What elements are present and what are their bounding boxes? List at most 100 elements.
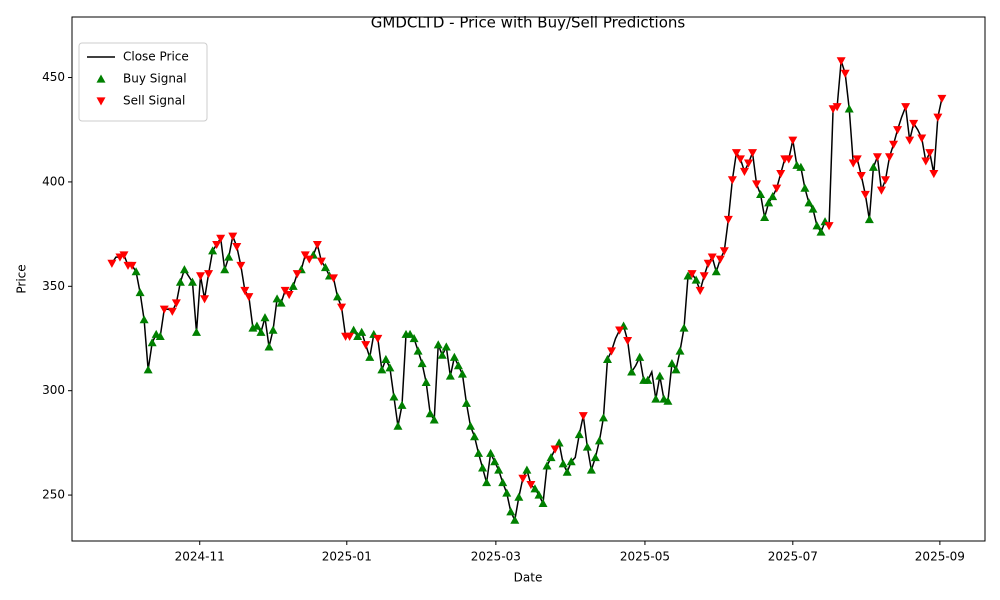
buy-marker <box>594 436 604 445</box>
buy-marker <box>675 346 685 355</box>
buy-marker <box>582 442 592 451</box>
buy-marker <box>667 359 677 368</box>
buy-marker <box>272 294 282 303</box>
legend-swatch <box>96 74 106 83</box>
sell-marker <box>925 149 935 158</box>
buy-marker <box>671 365 681 374</box>
sell-marker <box>832 103 842 112</box>
y-tick-label: 350 <box>42 279 65 293</box>
buy-marker <box>812 221 822 230</box>
sell-marker <box>735 155 745 164</box>
buy-marker <box>453 361 463 370</box>
sell-marker <box>788 136 798 145</box>
sell-marker <box>715 255 725 264</box>
x-tick-label: 2024-11 <box>175 550 225 564</box>
sell-marker <box>856 172 866 181</box>
buy-marker <box>804 198 814 207</box>
buy-marker <box>655 371 665 380</box>
buy-marker <box>381 354 391 363</box>
buy-marker <box>405 329 415 338</box>
buy-marker <box>522 465 532 474</box>
buy-marker <box>494 465 504 474</box>
buy-marker <box>530 484 540 493</box>
sell-marker <box>876 186 886 195</box>
buy-marker <box>566 457 576 466</box>
buy-marker <box>264 342 274 351</box>
sell-marker <box>345 332 355 341</box>
buy-marker <box>224 252 234 261</box>
buy-marker <box>389 392 399 401</box>
buy-marker <box>868 162 878 171</box>
buy-marker <box>252 321 262 330</box>
buy-marker <box>393 421 403 430</box>
buy-marker <box>268 325 278 334</box>
sell-marker <box>578 412 588 421</box>
sell-marker <box>937 94 947 103</box>
sell-marker <box>196 272 206 281</box>
buy-marker <box>248 323 258 332</box>
sell-marker <box>127 261 137 270</box>
buy-marker <box>429 415 439 424</box>
sell-marker <box>784 155 794 164</box>
sell-marker <box>518 474 528 483</box>
price-line <box>111 60 943 523</box>
buy-marker <box>554 438 564 447</box>
sell-marker <box>905 136 915 145</box>
buy-marker <box>816 227 826 236</box>
sell-marker <box>889 140 899 149</box>
buy-marker <box>808 204 818 213</box>
buy-marker <box>651 394 661 403</box>
buy-marker <box>510 515 520 524</box>
sell-marker <box>909 119 919 128</box>
sell-marker <box>284 291 294 300</box>
sell-marker <box>893 126 903 135</box>
buy-marker <box>542 461 552 470</box>
buy-marker <box>506 507 516 516</box>
legend-box <box>78 42 208 122</box>
buy-marker <box>433 340 443 349</box>
sell-marker <box>300 251 310 260</box>
buy-marker <box>461 398 471 407</box>
buy-marker <box>413 346 423 355</box>
buy-marker <box>486 448 496 457</box>
buy-marker <box>409 333 419 343</box>
buy-marker <box>377 365 387 374</box>
buy-marker <box>711 267 721 276</box>
sell-marker <box>312 240 322 250</box>
legend-label: Buy Signal <box>123 72 187 86</box>
sell-marker <box>232 243 242 252</box>
buy-marker <box>397 400 407 409</box>
buy-marker <box>333 292 343 301</box>
sell-marker <box>739 167 749 176</box>
sell-marker <box>772 184 782 193</box>
sell-marker <box>723 215 733 225</box>
buy-marker <box>417 359 427 368</box>
y-tick-label: 450 <box>42 70 65 84</box>
buy-marker <box>796 162 806 171</box>
buy-marker <box>490 457 500 466</box>
buy-marker <box>627 367 637 376</box>
y-tick-label: 250 <box>42 488 65 502</box>
buy-marker <box>574 430 584 439</box>
sell-marker <box>880 176 890 185</box>
buy-marker <box>482 478 492 487</box>
legend-label: Sell Signal <box>123 94 185 108</box>
sell-marker <box>228 232 238 241</box>
buy-marker <box>441 342 451 351</box>
buy-marker <box>220 265 230 274</box>
buy-marker <box>474 448 484 457</box>
buy-marker <box>800 183 810 192</box>
buy-marker <box>768 192 778 201</box>
buy-marker <box>558 459 568 468</box>
buy-marker <box>353 331 363 341</box>
sell-marker <box>292 270 302 279</box>
buy-marker <box>143 365 153 374</box>
buy-marker <box>562 467 572 476</box>
buy-marker <box>276 298 286 307</box>
buy-marker <box>457 369 467 378</box>
sell-marker <box>743 159 753 168</box>
sell-marker <box>703 259 713 268</box>
y-tick-label: 300 <box>42 383 65 397</box>
buy-marker <box>135 288 145 297</box>
